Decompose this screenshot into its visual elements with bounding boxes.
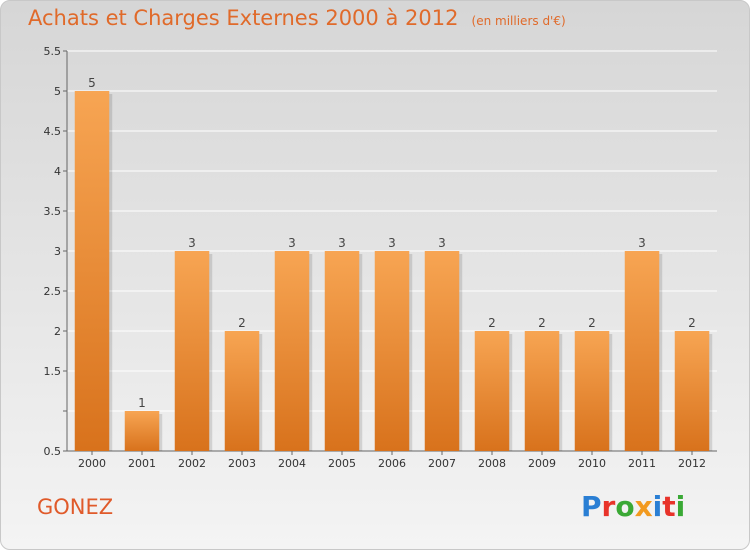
x-tick-label: 2006 — [378, 457, 406, 470]
y-tick-label: 4 — [54, 165, 61, 178]
logo-letter: i — [652, 490, 663, 523]
x-tick-label: 2005 — [328, 457, 356, 470]
bar-value-label: 3 — [438, 236, 446, 250]
bar-value-label: 3 — [638, 236, 646, 250]
bar — [174, 251, 210, 451]
y-tick-label: 2.5 — [44, 285, 62, 298]
x-tick-label: 2012 — [678, 457, 706, 470]
y-tick-label: 5.5 — [44, 45, 62, 58]
bar — [374, 251, 410, 451]
bar-value-label: 3 — [188, 236, 196, 250]
proxiti-logo: Proxiti — [581, 490, 685, 523]
x-tick-label: 2003 — [228, 457, 256, 470]
bar — [124, 411, 160, 451]
bar — [674, 331, 710, 451]
logo-letter: t — [662, 490, 676, 523]
logo-letter: r — [601, 490, 616, 523]
logo-letter: P — [581, 490, 602, 523]
y-tick-label: 3.5 — [44, 205, 62, 218]
y-tick-label: 3 — [54, 245, 61, 258]
bar-value-label: 2 — [538, 316, 546, 330]
x-tick-label: 2008 — [478, 457, 506, 470]
bar-value-label: 1 — [138, 396, 146, 410]
bar — [224, 331, 260, 451]
y-tick-label: 1.5 — [44, 365, 62, 378]
chart-title: Achats et Charges Externes 2000 à 2012 (… — [28, 6, 566, 30]
y-tick-label: 4.5 — [44, 125, 62, 138]
bar — [324, 251, 360, 451]
bar-value-label: 5 — [88, 76, 96, 90]
bar-value-label: 3 — [338, 236, 346, 250]
bar — [624, 251, 660, 451]
bar — [74, 91, 110, 451]
x-tick-label: 2004 — [278, 457, 306, 470]
chart-unit: (en milliers d'€) — [471, 14, 566, 28]
commune-name: GONEZ — [37, 495, 114, 519]
y-tick-label: 0.5 — [44, 445, 62, 458]
x-tick-label: 2009 — [528, 457, 556, 470]
bar — [424, 251, 460, 451]
chart-title-text: Achats et Charges Externes 2000 à 2012 — [28, 6, 459, 30]
logo-letter: x — [634, 490, 653, 523]
x-tick-label: 2001 — [128, 457, 156, 470]
bar-value-label: 2 — [588, 316, 596, 330]
logo-letter: o — [615, 490, 635, 523]
y-tick-label: 5 — [54, 85, 61, 98]
bar — [274, 251, 310, 451]
bar — [474, 331, 510, 451]
bar-value-label: 2 — [238, 316, 246, 330]
x-tick-label: 2002 — [178, 457, 206, 470]
logo-letter: i — [675, 490, 686, 523]
y-tick-label: 2 — [54, 325, 61, 338]
bar-value-label: 3 — [288, 236, 296, 250]
x-tick-label: 2000 — [78, 457, 106, 470]
bar-value-label: 2 — [488, 316, 496, 330]
bar — [574, 331, 610, 451]
x-tick-label: 2007 — [428, 457, 456, 470]
bar-value-label: 2 — [688, 316, 696, 330]
bar — [524, 331, 560, 451]
x-tick-label: 2011 — [628, 457, 656, 470]
bar-value-label: 3 — [388, 236, 396, 250]
x-tick-label: 2010 — [578, 457, 606, 470]
